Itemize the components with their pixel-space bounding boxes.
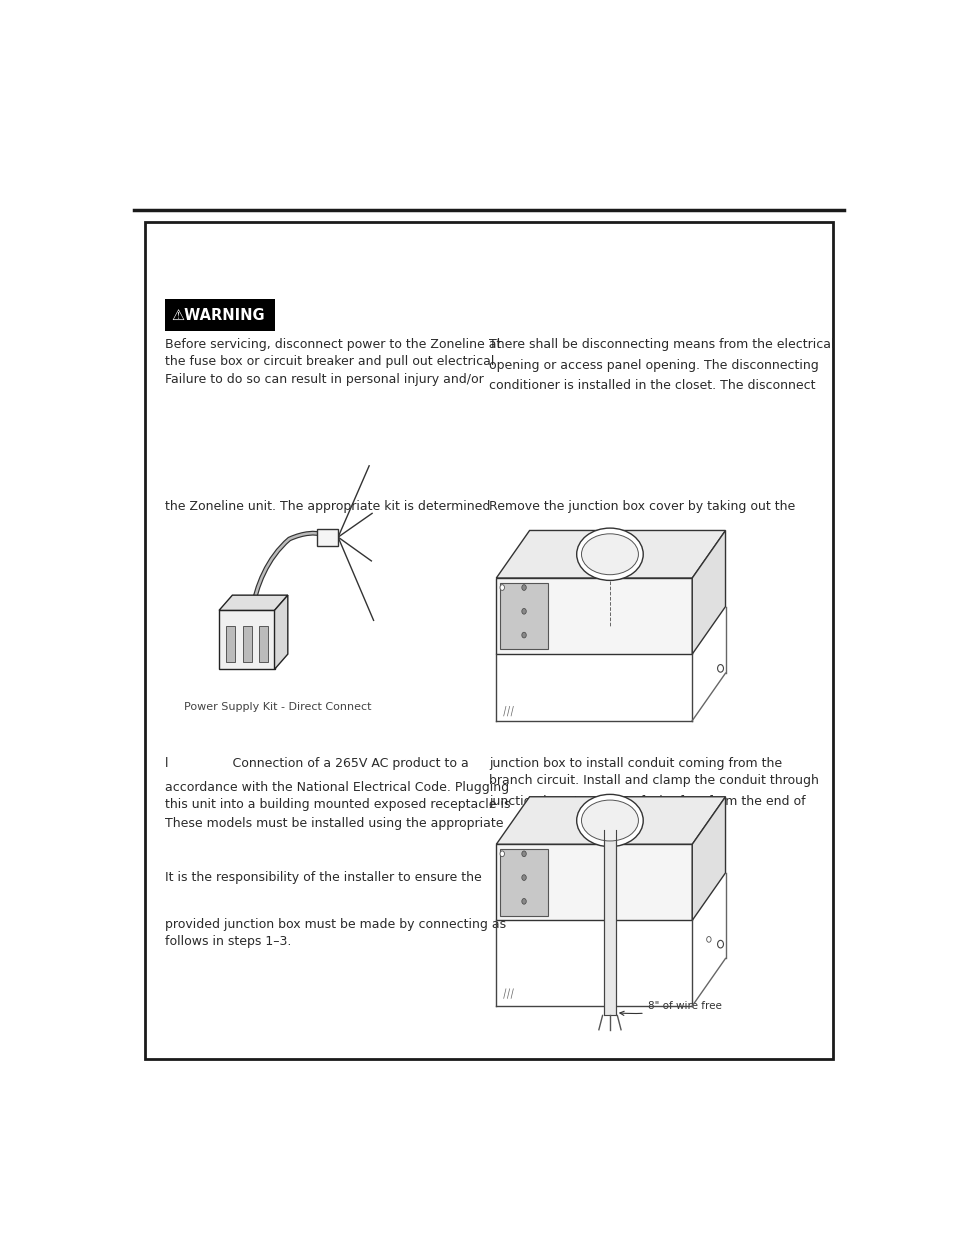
Text: It is the responsibility of the installer to ensure the: It is the responsibility of the installe… (165, 871, 481, 884)
Polygon shape (496, 845, 692, 920)
Text: l                Connection of a 265V AC product to a: l Connection of a 265V AC product to a (165, 757, 468, 769)
Text: Power Supply Kit - Direct Connect: Power Supply Kit - Direct Connect (184, 701, 372, 711)
Bar (226, 626, 235, 662)
Circle shape (521, 899, 526, 904)
Ellipse shape (576, 529, 642, 580)
Text: Before servicing, disconnect power to the Zoneline at
the fuse box or circuit br: Before servicing, disconnect power to th… (165, 338, 501, 368)
Circle shape (717, 664, 722, 672)
Bar (317, 529, 337, 546)
Circle shape (499, 584, 504, 590)
Circle shape (521, 874, 526, 881)
Polygon shape (496, 531, 724, 578)
Text: opening or access panel opening. The disconnecting: opening or access panel opening. The dis… (488, 359, 818, 372)
Polygon shape (692, 797, 724, 920)
Ellipse shape (576, 794, 642, 847)
Bar (165, 299, 274, 331)
Bar (242, 626, 252, 662)
Text: the Zoneline unit. The appropriate kit is determined: the Zoneline unit. The appropriate kit i… (165, 500, 490, 513)
Text: 8" of wire free: 8" of wire free (619, 1000, 720, 1015)
Circle shape (706, 936, 710, 942)
Bar (258, 626, 268, 662)
Bar (145, 222, 832, 1060)
Text: These models must be installed using the appropriate: These models must be installed using the… (165, 816, 503, 830)
Bar (219, 610, 274, 669)
Text: ⚠WARNING: ⚠WARNING (171, 308, 264, 322)
Bar (499, 848, 547, 915)
Polygon shape (219, 595, 288, 610)
Polygon shape (496, 578, 692, 655)
Ellipse shape (581, 800, 638, 841)
Ellipse shape (581, 534, 638, 574)
Circle shape (521, 632, 526, 638)
Text: junction box to install conduit coming from the
branch circuit. Install and clam: junction box to install conduit coming f… (488, 757, 818, 787)
Circle shape (521, 584, 526, 590)
Text: Failure to do so can result in personal injury and/or: Failure to do so can result in personal … (165, 373, 483, 385)
Text: There shall be disconnecting means from the electrical: There shall be disconnecting means from … (488, 338, 834, 352)
Text: junction box. Leave 8" of wire free from the end of: junction box. Leave 8" of wire free from… (488, 795, 804, 808)
Text: provided junction box must be made by connecting as
follows in steps 1–3.: provided junction box must be made by co… (165, 919, 506, 948)
Circle shape (521, 851, 526, 857)
Bar (499, 583, 547, 650)
Polygon shape (692, 531, 724, 655)
Text: accordance with the National Electrical Code. Plugging
this unit into a building: accordance with the National Electrical … (165, 781, 510, 810)
Circle shape (499, 851, 504, 857)
Circle shape (521, 609, 526, 614)
Polygon shape (274, 595, 288, 669)
Polygon shape (496, 797, 724, 845)
Text: Remove the junction box cover by taking out the: Remove the junction box cover by taking … (488, 500, 795, 513)
Bar (603, 830, 616, 1015)
Text: conditioner is installed in the closet. The disconnect: conditioner is installed in the closet. … (488, 379, 815, 393)
Circle shape (717, 940, 722, 948)
